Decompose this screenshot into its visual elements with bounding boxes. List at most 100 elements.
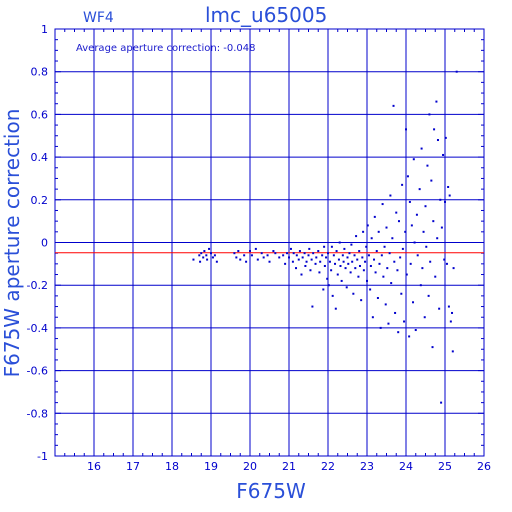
data-point <box>377 230 380 233</box>
y-tick-label: -0.8 <box>27 407 48 420</box>
data-point <box>245 260 248 263</box>
data-point <box>309 269 312 272</box>
data-point <box>339 264 342 267</box>
data-point <box>349 271 352 274</box>
data-point <box>370 237 373 240</box>
data-point <box>415 213 418 216</box>
data-point <box>425 245 428 248</box>
data-point <box>375 250 378 253</box>
data-point <box>211 256 214 259</box>
data-point <box>340 279 343 282</box>
data-point <box>388 252 391 255</box>
data-point <box>308 247 311 250</box>
data-point <box>413 241 416 244</box>
data-point <box>381 203 384 206</box>
data-point <box>374 271 377 274</box>
data-point <box>423 316 426 319</box>
data-point <box>451 350 454 353</box>
x-tick-label: 23 <box>360 460 374 473</box>
data-point <box>346 256 349 259</box>
data-point <box>419 284 422 287</box>
data-point <box>439 198 442 201</box>
data-point <box>295 254 298 257</box>
data-point <box>405 273 408 276</box>
data-point <box>291 260 294 263</box>
data-point <box>288 256 290 259</box>
data-point <box>312 252 315 255</box>
data-point <box>385 226 388 229</box>
data-point <box>210 252 212 255</box>
data-point <box>213 254 216 257</box>
data-point <box>332 254 335 257</box>
data-point <box>420 147 423 150</box>
x-tick-label: 19 <box>204 460 218 473</box>
data-point <box>438 307 441 310</box>
data-point <box>444 136 447 139</box>
data-point <box>393 260 396 263</box>
data-point <box>334 307 337 310</box>
data-point <box>353 254 356 257</box>
data-point <box>326 277 329 280</box>
data-point <box>215 260 218 263</box>
data-point <box>354 267 357 270</box>
data-point <box>342 260 345 263</box>
data-point <box>345 286 348 289</box>
data-point <box>401 247 404 250</box>
x-tick-label: 17 <box>126 460 140 473</box>
data-point <box>344 267 347 270</box>
data-point <box>200 252 203 255</box>
data-point <box>350 243 353 246</box>
data-point <box>412 301 415 304</box>
data-point <box>401 183 404 186</box>
data-point <box>367 254 370 257</box>
data-point <box>233 252 236 255</box>
data-point <box>371 316 374 319</box>
y-tick-label: 0.6 <box>31 108 49 121</box>
data-point <box>432 220 435 223</box>
data-point <box>325 256 328 259</box>
data-point <box>443 258 446 261</box>
data-point <box>322 288 325 291</box>
data-point <box>307 254 310 257</box>
data-point <box>297 258 300 261</box>
data-point <box>403 320 406 323</box>
data-point <box>289 247 292 250</box>
data-point <box>272 250 275 253</box>
data-point <box>433 128 436 131</box>
data-point <box>203 250 206 253</box>
data-point <box>390 282 393 285</box>
data-point <box>448 194 451 197</box>
data-point <box>358 264 361 267</box>
y-tick-label: -0.6 <box>27 365 48 378</box>
data-point <box>360 299 363 302</box>
data-point <box>447 305 450 308</box>
data-point <box>262 256 265 259</box>
data-point <box>409 262 412 265</box>
data-point <box>410 224 413 227</box>
data-point <box>278 256 281 259</box>
data-point <box>429 260 432 263</box>
data-point <box>311 305 314 308</box>
data-point <box>237 250 240 253</box>
data-point <box>351 260 354 263</box>
x-tick-label: 16 <box>87 460 101 473</box>
data-point <box>318 271 321 274</box>
panel-label: WF4 <box>83 10 114 26</box>
data-point <box>387 322 390 325</box>
data-point <box>362 269 365 272</box>
data-point <box>334 262 337 265</box>
data-point <box>455 70 458 73</box>
data-point <box>243 254 246 257</box>
data-point <box>405 128 407 131</box>
data-point <box>268 260 271 263</box>
y-tick-label: 0.4 <box>31 151 49 164</box>
x-tick-label: 26 <box>477 460 491 473</box>
data-point <box>421 267 424 270</box>
data-point <box>198 254 201 257</box>
data-point <box>347 262 350 265</box>
data-point <box>250 254 253 257</box>
data-point <box>323 245 326 248</box>
data-point <box>392 104 395 107</box>
x-tick-label: 22 <box>321 460 335 473</box>
